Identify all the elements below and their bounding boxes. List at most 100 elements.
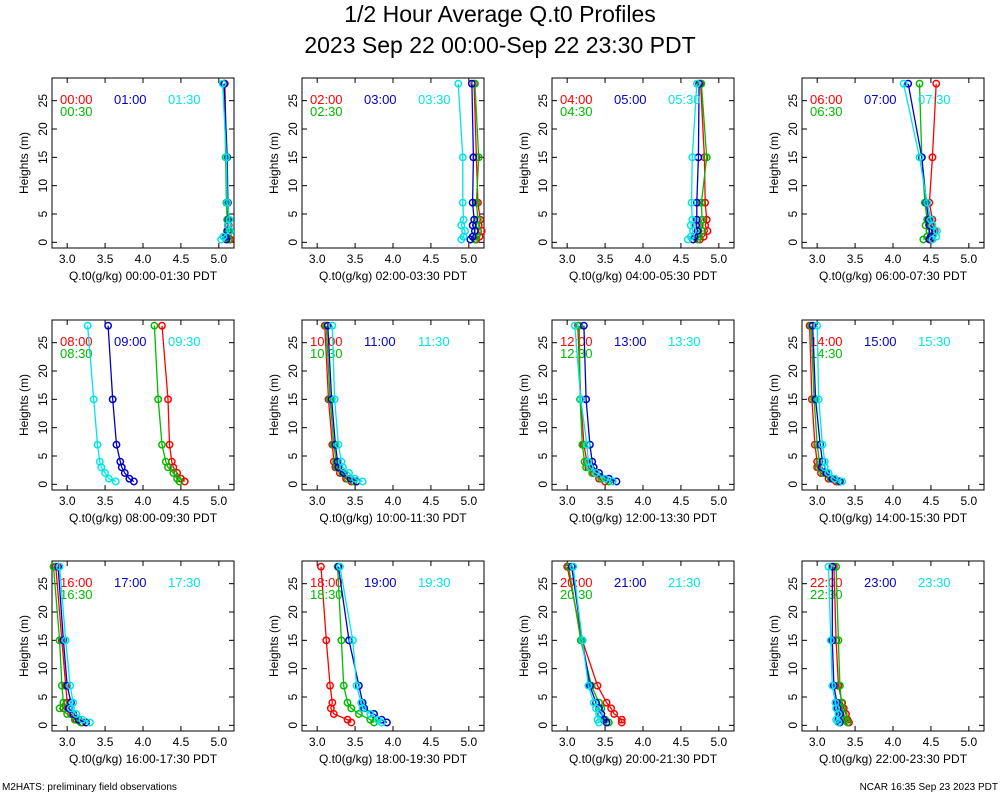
y-tick-label: 15 bbox=[536, 633, 550, 647]
data-point bbox=[933, 227, 941, 235]
data-point bbox=[334, 440, 343, 449]
y-tick-label: 0 bbox=[36, 481, 50, 488]
data-point bbox=[820, 457, 829, 466]
y-tick-label: 25 bbox=[286, 577, 300, 591]
data-point bbox=[469, 153, 478, 162]
data-point bbox=[813, 321, 822, 330]
x-axis-label: Q.t0(g/kg) 16:00-17:30 PDT bbox=[69, 752, 218, 766]
x-tick-label: 3.0 bbox=[809, 494, 826, 508]
legend-entry: 03:30 bbox=[418, 92, 451, 107]
y-tick-label: 20 bbox=[536, 364, 550, 378]
x-tick-label: 4.5 bbox=[923, 735, 940, 749]
y-tick-label: 25 bbox=[786, 577, 800, 591]
data-point bbox=[343, 715, 352, 724]
data-point bbox=[164, 395, 172, 404]
profile-panel: 3.0 3.5 4.0 4.5 5.0 0 5 10 15 20 25 Q.t0(g/kg) 10:0… bbox=[267, 319, 485, 525]
y-tick-label: 15 bbox=[286, 150, 300, 164]
x-tick-label: 3.0 bbox=[559, 494, 576, 508]
x-tick-label: 3.0 bbox=[59, 735, 76, 749]
y-axis-label: Heights (m) bbox=[517, 132, 531, 194]
legend-entry: 09:00 bbox=[114, 334, 147, 349]
x-tick-label: 4.5 bbox=[173, 735, 190, 749]
data-point bbox=[692, 198, 701, 207]
x-tick-label: 4.5 bbox=[673, 494, 690, 508]
y-tick-label: 0 bbox=[286, 722, 300, 729]
data-point bbox=[357, 698, 366, 707]
data-point bbox=[158, 440, 166, 449]
x-tick-label: 4.0 bbox=[385, 735, 402, 749]
y-tick-label: 20 bbox=[536, 122, 550, 136]
x-tick-label: 4.5 bbox=[423, 494, 440, 508]
x-axis-label: Q.t0(g/kg) 12:00-13:30 PDT bbox=[569, 511, 718, 525]
y-tick-label: 15 bbox=[786, 392, 800, 406]
data-point bbox=[592, 469, 600, 477]
data-point bbox=[93, 440, 102, 449]
data-point bbox=[108, 395, 117, 404]
chart-title: 1/2 Hour Average Q.t0 Profiles bbox=[344, 1, 656, 27]
x-tick-label: 5.0 bbox=[710, 252, 727, 266]
y-tick-label: 25 bbox=[36, 94, 50, 108]
x-axis-label: Q.t0(g/kg) 02:00-03:30 PDT bbox=[319, 269, 468, 283]
data-point bbox=[470, 215, 479, 224]
y-tick-label: 20 bbox=[36, 605, 50, 619]
data-point bbox=[78, 715, 87, 724]
data-point bbox=[467, 79, 476, 88]
data-point bbox=[116, 457, 125, 466]
x-tick-label: 3.0 bbox=[809, 252, 826, 266]
profile-panel: 3.0 3.5 4.0 4.5 5.0 0 5 10 15 20 25 Q.t0(g/kg) 02:0… bbox=[267, 77, 486, 283]
x-axis-label: Q.t0(g/kg) 18:00-19:30 PDT bbox=[319, 752, 468, 766]
legend-entry: 15:30 bbox=[918, 334, 951, 349]
y-tick-label: 5 bbox=[786, 693, 800, 700]
data-point bbox=[617, 715, 626, 724]
x-tick-label: 3.5 bbox=[597, 494, 614, 508]
x-tick-label: 4.0 bbox=[135, 494, 152, 508]
x-tick-label: 5.0 bbox=[960, 494, 977, 508]
data-point bbox=[928, 153, 937, 162]
y-axis-label: Heights (m) bbox=[267, 132, 281, 194]
y-tick-label: 15 bbox=[286, 633, 300, 647]
x-tick-label: 3.5 bbox=[347, 494, 364, 508]
x-tick-label: 3.0 bbox=[559, 252, 576, 266]
data-point bbox=[83, 321, 92, 330]
y-tick-label: 10 bbox=[786, 179, 800, 193]
x-tick-label: 4.0 bbox=[635, 735, 652, 749]
x-tick-label: 5.0 bbox=[710, 494, 727, 508]
x-tick-label: 5.0 bbox=[960, 735, 977, 749]
y-tick-label: 10 bbox=[536, 421, 550, 435]
y-tick-label: 25 bbox=[36, 336, 50, 350]
x-tick-label: 4.0 bbox=[885, 252, 902, 266]
legend-entry: 11:00 bbox=[364, 334, 396, 349]
x-tick-label: 4.5 bbox=[923, 494, 940, 508]
data-point bbox=[474, 153, 483, 162]
data-point bbox=[808, 321, 817, 330]
data-point bbox=[345, 469, 353, 477]
x-tick-label: 3.5 bbox=[347, 735, 364, 749]
data-point bbox=[702, 215, 711, 224]
x-tick-label: 5.0 bbox=[960, 252, 977, 266]
data-point bbox=[55, 562, 64, 571]
data-point bbox=[576, 395, 585, 404]
y-tick-label: 15 bbox=[36, 150, 50, 164]
profile-panel: 3.0 3.5 4.0 4.5 5.0 0 5 10 15 20 25 Q.t0(g/kg) 06:0… bbox=[767, 77, 985, 283]
data-point bbox=[343, 698, 352, 707]
x-axis-label: Q.t0(g/kg) 06:00-07:30 PDT bbox=[819, 269, 968, 283]
data-point bbox=[69, 698, 78, 707]
x-tick-label: 3.5 bbox=[347, 252, 364, 266]
x-axis-label: Q.t0(g/kg) 10:00-11:30 PDT bbox=[319, 511, 467, 525]
data-point bbox=[608, 477, 617, 486]
data-point bbox=[95, 457, 104, 466]
y-tick-label: 15 bbox=[36, 392, 50, 406]
data-point bbox=[828, 562, 837, 571]
legend-entry: 01:00 bbox=[114, 92, 147, 107]
data-point bbox=[582, 395, 591, 404]
legend-entry: 16:00 bbox=[60, 575, 93, 590]
x-tick-label: 4.0 bbox=[385, 494, 402, 508]
data-point bbox=[218, 79, 227, 88]
legend-entry: 18:00 bbox=[310, 575, 343, 590]
data-point bbox=[692, 215, 701, 224]
y-tick-label: 5 bbox=[786, 452, 800, 459]
data-point bbox=[468, 198, 477, 207]
legend-entry: 20:00 bbox=[560, 575, 593, 590]
x-tick-label: 4.5 bbox=[173, 252, 190, 266]
data-point bbox=[923, 198, 932, 207]
